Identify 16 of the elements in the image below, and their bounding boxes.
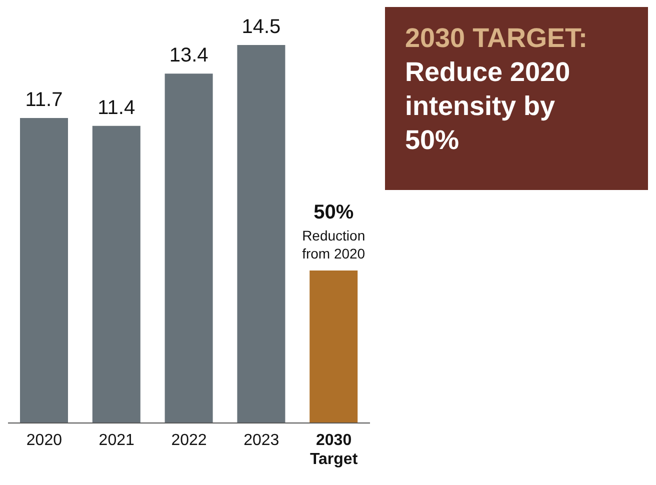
x-tick-label: 2023 [244, 432, 280, 449]
data-label: 14.5 [242, 16, 281, 38]
bar [20, 118, 68, 423]
x-tick-label: 2020 [26, 432, 62, 449]
bar [237, 45, 286, 423]
data-label: 11.4 [98, 96, 136, 119]
bar [92, 126, 140, 423]
bar [164, 74, 213, 423]
data-label: 13.4 [169, 44, 208, 67]
data-label: 11.7 [25, 88, 63, 111]
bar [310, 270, 358, 423]
x-tick-label: 2030 Target [310, 432, 358, 468]
x-tick-label: 2022 [171, 432, 207, 449]
annotation: 50% Reduction from 2020 [302, 201, 366, 262]
x-tick-label: 2021 [98, 432, 134, 449]
text-card: 2030 TARGET: Reduce 2020 intensity by 50% [385, 7, 648, 190]
